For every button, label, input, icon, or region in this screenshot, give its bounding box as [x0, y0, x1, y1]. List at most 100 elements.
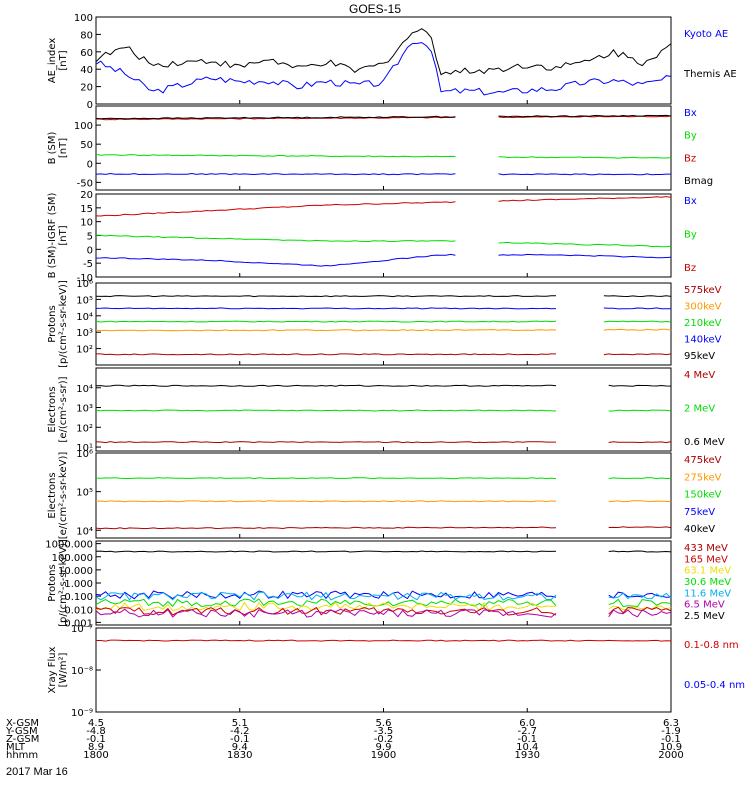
panel-2-series-bx: [95, 172, 671, 176]
panel-6-ylabel: Electrons: [47, 472, 58, 518]
x-axis-value: -1.9: [661, 726, 681, 737]
panel-3-ytick-label: 10: [80, 218, 93, 229]
panel-7-series-6-5-mev: [95, 598, 672, 608]
panel-8-ylabel: [W/m²]: [58, 652, 69, 687]
panel-4-ytick-label: 10³: [76, 328, 93, 339]
panel-7-ylabel: Protons: [47, 564, 58, 601]
panel-3-ytick-label: 0: [87, 245, 93, 256]
panel-4-series-300kev: [95, 328, 672, 332]
panel-7-ytick-label: 10.000: [58, 566, 93, 577]
panel-8-series-0-1-0-8-nm: [96, 639, 672, 642]
panel-6-frame: [95, 452, 672, 539]
panel-7-series-165-mev: [95, 606, 672, 616]
panel-8-ytick-label: 10⁻⁷: [71, 624, 93, 635]
panel-1-ytick-label: 100: [74, 13, 93, 24]
panel-4-ylabel: Protons: [47, 305, 58, 342]
panel-3-series-bz: [95, 196, 672, 217]
panel-3-series-bx: [95, 253, 672, 267]
panel-1-ytick-label: 20: [80, 83, 93, 94]
panel-8-ytick-label: 10⁻⁹: [71, 708, 93, 719]
panel-2-ytick-label: -50: [77, 178, 93, 189]
panel-2-ytick-label: 0: [87, 159, 93, 170]
panel-5-ylabel: [e/(cm²-s-sr)]: [58, 376, 69, 442]
panel-4-legend-item: 140keV: [684, 335, 722, 346]
panel-1-ytick-label: 0: [87, 100, 93, 111]
panel-6-legend-item: 40keV: [684, 524, 715, 535]
panel-4-legend-item: 300keV: [684, 302, 722, 313]
panel-6-legend-item: 75keV: [684, 507, 715, 518]
panel-6-ytick-label: 10⁶: [76, 449, 93, 460]
panel-7-ytick-label: 1.000: [64, 579, 93, 590]
panel-4-legend-item: 95keV: [684, 351, 715, 362]
x-axis-value: 1830: [227, 750, 252, 761]
panel-3-legend-item: By: [684, 230, 697, 241]
panel-2-ytick-label: 100: [74, 121, 93, 132]
panel-5-series-0-6-mev: [95, 384, 672, 387]
x-axis-row-label: X-GSM: [6, 718, 39, 729]
panel-7-ytick-label: 0.100: [64, 592, 93, 603]
panel-5-legend-item: 4 MeV: [684, 370, 715, 381]
panel-2-series-bmag: [95, 114, 672, 120]
panel-5-series-4-mev: [95, 441, 672, 444]
panel-7-series-63-1-mev: [95, 601, 672, 612]
panel-1-series-kyoto-ae: [95, 42, 672, 96]
x-axis-value: -0.1: [517, 734, 537, 745]
panel-1-legend-item: Kyoto AE: [684, 29, 728, 40]
panel-5-ytick-label: 10¹: [76, 443, 93, 454]
x-axis-value: 1900: [371, 750, 396, 761]
date-label: 2017 Mar 16: [6, 766, 68, 778]
panel-1-series-themis-ae: [95, 28, 672, 76]
x-axis-value: 5.1: [232, 718, 248, 729]
panel-7-ylabel: [p/(cm²-s-sr-keV)]: [58, 539, 69, 627]
x-axis-row-label: Z-GSM: [6, 734, 39, 745]
x-axis-value: -0.2: [374, 734, 394, 745]
x-axis-value: 8.9: [88, 742, 104, 753]
panel-2-legend-item: By: [684, 131, 697, 142]
panel-5-legend-item: 0.6 MeV: [684, 437, 725, 448]
panel-4-series-210kev: [95, 320, 672, 323]
panel-7-legend-item: 6.5 MeV: [684, 600, 725, 611]
panel-1-ylabel: AE_index: [47, 38, 58, 84]
figure-title: GOES-15: [348, 2, 402, 16]
x-axis-row-label: hhmm: [6, 750, 38, 761]
panel-8-legend-item: 0.05-0.4 nm: [684, 680, 745, 691]
panel-2-legend-item: Bmag: [684, 176, 713, 187]
panel-5-ytick-label: 10³: [76, 404, 93, 415]
panel-2-ylabel: [nT]: [58, 138, 69, 158]
panel-6-legend-item: 150keV: [684, 490, 722, 501]
panel-7-legend-item: 11.6 MeV: [684, 588, 731, 599]
panel-3-ytick-label: -5: [83, 259, 93, 270]
panel-7-series-2-5-mev: [95, 608, 672, 618]
panel-7-ytick-label: 100.000: [52, 553, 93, 564]
x-axis-value: 1930: [515, 750, 540, 761]
panel-3-ytick-label: 20: [80, 190, 93, 201]
x-axis-value: 10.4: [516, 742, 538, 753]
x-axis-value: -4.2: [230, 726, 250, 737]
panel-6-legend-item: 475keV: [684, 455, 722, 466]
panel-5-frame: [95, 367, 672, 452]
panel-5-ytick-label: 10²: [76, 423, 93, 434]
panel-7-frame: [95, 540, 672, 626]
x-axis-value: 6.0: [519, 718, 535, 729]
panel-8-ytick-label: 10⁻⁸: [71, 666, 93, 677]
panel-4-legend-item: 210keV: [684, 318, 722, 329]
panel-7-legend-item: 63.1 MeV: [684, 566, 731, 577]
x-axis-value: 9.9: [376, 742, 392, 753]
panel-6-ylabel: [e/(cm²-s-sr-keV)]: [58, 452, 69, 540]
panel-7-legend-item: 2.5 MeV: [684, 611, 725, 622]
panel-4-series-140kev: [95, 307, 672, 310]
panel-2-ytick-label: 50: [80, 140, 93, 151]
x-axis-value: -0.1: [86, 734, 106, 745]
panel-2-legend-item: Bz: [684, 153, 696, 164]
panel-7-legend-item: 30.6 MeV: [684, 577, 731, 588]
panel-1-legend-item: Themis AE: [683, 69, 737, 80]
panel-3-legend-item: Bx: [684, 196, 697, 207]
x-axis-value: -2.7: [517, 726, 537, 737]
panel-4-ylabel: [p/(cm²-s-sr-keV)]: [58, 280, 69, 368]
panel-3-frame: [95, 193, 672, 278]
panel-6-series-150kev: [95, 477, 672, 480]
panel-1-ytick-label: 80: [80, 30, 93, 41]
x-axis-value: -3.5: [374, 726, 394, 737]
panel-2-legend-item: Bx: [684, 108, 697, 119]
